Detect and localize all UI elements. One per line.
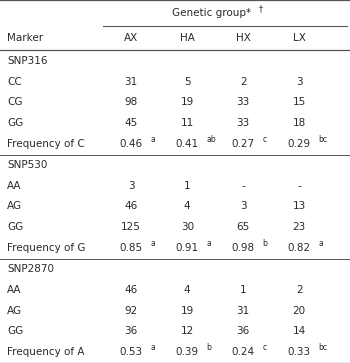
Text: 46: 46: [125, 201, 138, 211]
Text: 23: 23: [293, 222, 306, 232]
Text: LX: LX: [293, 33, 306, 43]
Text: †: †: [259, 4, 263, 13]
Text: HX: HX: [236, 33, 251, 43]
Text: 0.27: 0.27: [232, 139, 255, 149]
Text: 4: 4: [184, 285, 190, 295]
Text: 0.53: 0.53: [120, 347, 143, 357]
Text: AA: AA: [7, 285, 21, 295]
Text: AA: AA: [7, 181, 21, 191]
Text: SNP316: SNP316: [7, 56, 48, 66]
Text: -: -: [241, 181, 245, 191]
Text: 46: 46: [125, 285, 138, 295]
Text: a: a: [150, 239, 155, 248]
Text: 11: 11: [181, 118, 194, 128]
Text: 2: 2: [240, 77, 246, 87]
Text: c: c: [262, 135, 266, 144]
Text: 15: 15: [293, 97, 306, 107]
Text: AG: AG: [7, 201, 22, 211]
Text: 0.82: 0.82: [288, 243, 311, 253]
Text: 125: 125: [121, 222, 141, 232]
Text: -: -: [298, 181, 301, 191]
Text: 0.24: 0.24: [232, 347, 255, 357]
Text: Frequency of A: Frequency of A: [7, 347, 84, 357]
Text: Marker: Marker: [7, 33, 43, 43]
Text: CC: CC: [7, 77, 22, 87]
Text: GG: GG: [7, 118, 23, 128]
Text: 33: 33: [237, 118, 250, 128]
Text: 45: 45: [125, 118, 138, 128]
Text: 0.98: 0.98: [232, 243, 255, 253]
Text: 0.46: 0.46: [120, 139, 143, 149]
Text: 0.85: 0.85: [120, 243, 143, 253]
Text: GG: GG: [7, 222, 23, 232]
Text: SNP530: SNP530: [7, 160, 47, 170]
Text: 31: 31: [125, 77, 138, 87]
Text: 1: 1: [184, 181, 190, 191]
Text: a: a: [150, 135, 155, 144]
Text: 3: 3: [128, 181, 134, 191]
Text: b: b: [262, 239, 267, 248]
Text: Genetic group*: Genetic group*: [172, 8, 251, 18]
Text: bc: bc: [318, 343, 327, 352]
Text: Frequency of G: Frequency of G: [7, 243, 85, 253]
Text: 14: 14: [293, 326, 306, 336]
Text: 20: 20: [293, 306, 306, 315]
Text: 19: 19: [181, 97, 194, 107]
Text: CG: CG: [7, 97, 22, 107]
Text: 0.29: 0.29: [288, 139, 311, 149]
Text: HA: HA: [180, 33, 195, 43]
Text: ab: ab: [206, 135, 216, 144]
Text: 0.33: 0.33: [288, 347, 311, 357]
Text: a: a: [206, 239, 211, 248]
Text: 33: 33: [237, 97, 250, 107]
Text: bc: bc: [318, 135, 327, 144]
Text: 92: 92: [125, 306, 138, 315]
Text: a: a: [318, 239, 323, 248]
Text: 65: 65: [237, 222, 250, 232]
Text: a: a: [150, 343, 155, 352]
Text: Frequency of C: Frequency of C: [7, 139, 85, 149]
Text: 18: 18: [293, 118, 306, 128]
Text: 31: 31: [237, 306, 250, 315]
Text: 36: 36: [125, 326, 138, 336]
Text: 5: 5: [184, 77, 190, 87]
Text: 0.39: 0.39: [176, 347, 199, 357]
Text: 19: 19: [181, 306, 194, 315]
Text: 30: 30: [181, 222, 194, 232]
Text: 4: 4: [184, 201, 190, 211]
Text: 98: 98: [125, 97, 138, 107]
Text: 13: 13: [293, 201, 306, 211]
Text: 2: 2: [296, 285, 302, 295]
Text: GG: GG: [7, 326, 23, 336]
Text: 3: 3: [296, 77, 302, 87]
Text: 3: 3: [240, 201, 246, 211]
Text: 36: 36: [237, 326, 250, 336]
Text: b: b: [206, 343, 211, 352]
Text: SNP2870: SNP2870: [7, 264, 54, 274]
Text: 0.91: 0.91: [176, 243, 199, 253]
Text: 1: 1: [240, 285, 246, 295]
Text: 12: 12: [181, 326, 194, 336]
Text: AG: AG: [7, 306, 22, 315]
Text: AX: AX: [124, 33, 138, 43]
Text: c: c: [262, 343, 266, 352]
Text: 0.41: 0.41: [176, 139, 199, 149]
